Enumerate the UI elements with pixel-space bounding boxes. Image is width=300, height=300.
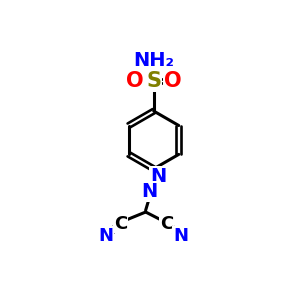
Text: N: N xyxy=(98,227,113,245)
Text: N: N xyxy=(150,167,166,186)
Text: N: N xyxy=(173,227,188,245)
Text: NH₂: NH₂ xyxy=(133,51,174,70)
Text: O: O xyxy=(164,71,182,91)
Text: S: S xyxy=(146,71,161,91)
Text: C: C xyxy=(114,214,127,232)
Text: O: O xyxy=(126,71,144,91)
Text: C: C xyxy=(160,214,173,232)
Text: N: N xyxy=(142,182,158,201)
